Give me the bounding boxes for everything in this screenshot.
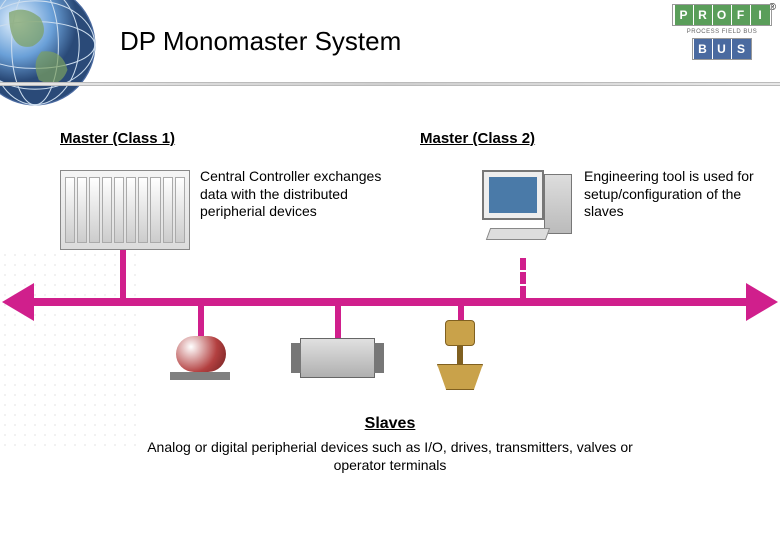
logo-cell: I: [751, 5, 770, 25]
master1-description: Central Controller exchanges data with t…: [200, 168, 390, 221]
tap-pc: [520, 258, 526, 298]
master2-label: Master (Class 2): [420, 130, 535, 147]
bus-arrow-right-icon: [746, 283, 778, 321]
logo-cell: B: [694, 39, 713, 59]
logo-cell: U: [713, 39, 732, 59]
desktop-pc-icon: [480, 170, 570, 255]
logo-cell: P: [675, 5, 694, 25]
bus-line: [20, 298, 760, 306]
globe-icon: [0, 0, 100, 110]
logo-subtitle: PROCESS FIELD BUS: [672, 26, 772, 38]
header-divider: [0, 82, 780, 86]
plc-rack-icon: [60, 170, 190, 250]
logo-cell: R: [694, 5, 713, 25]
logo-row-bus: B U S: [692, 38, 752, 60]
slaves-description: Analog or digital peripherial devices su…: [120, 438, 660, 474]
tap-drive: [335, 306, 341, 340]
page-title: DP Monomaster System: [120, 26, 401, 57]
slaves-label: Slaves: [0, 415, 780, 433]
drive-module-icon: [300, 338, 375, 378]
profibus-logo: P R O F I PROCESS FIELD BUS B U S: [672, 4, 772, 60]
master1-label: Master (Class 1): [60, 130, 175, 147]
master2-description: Engineering tool is used for setup/confi…: [584, 168, 764, 221]
motor-icon: [170, 330, 230, 380]
valve-icon: [435, 320, 485, 390]
logo-row-profi: P R O F I: [672, 4, 772, 26]
tap-plc: [120, 250, 126, 298]
logo-cell: F: [732, 5, 751, 25]
logo-cell: O: [713, 5, 732, 25]
logo-cell: S: [732, 39, 751, 59]
